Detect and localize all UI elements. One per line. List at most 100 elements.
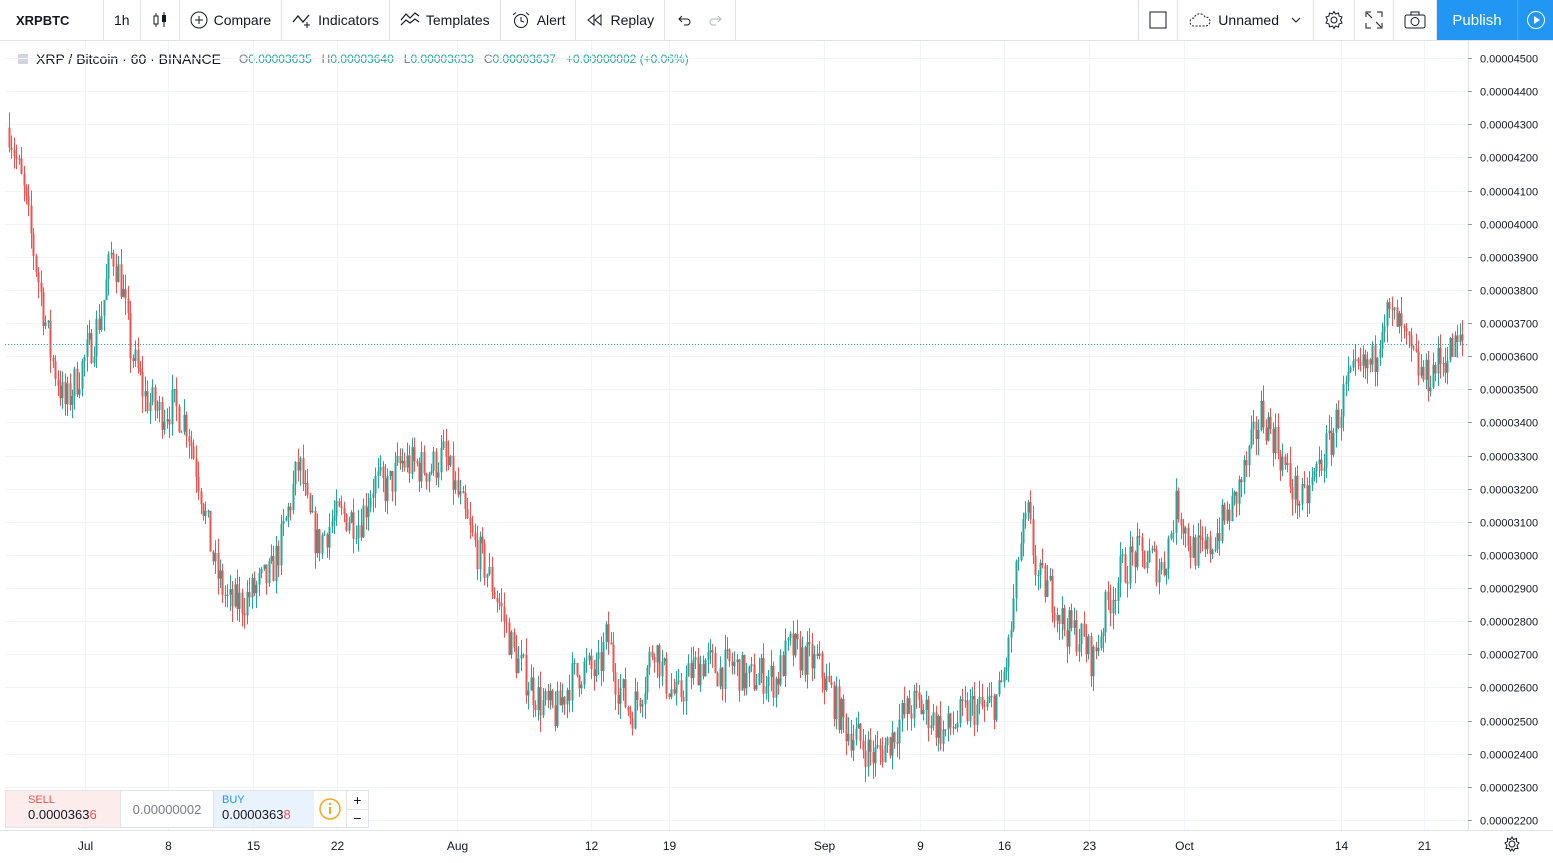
- candle-body: [1124, 554, 1127, 583]
- price-tick-label: 0.00003900: [1480, 253, 1538, 265]
- indicators-button[interactable]: Indicators: [282, 0, 390, 40]
- candles-icon: [153, 12, 166, 27]
- buy-button[interactable]: BUY 0.00003638: [214, 791, 314, 827]
- plus-button[interactable]: +: [353, 791, 362, 808]
- candle-body: [403, 460, 406, 468]
- candle-body: [1204, 540, 1207, 550]
- candle-body: [1410, 335, 1413, 347]
- candle-body: [64, 381, 67, 405]
- templates-button[interactable]: Templates: [390, 0, 501, 40]
- candle-body: [862, 740, 865, 751]
- candle-body: [709, 650, 712, 652]
- candle-body: [1112, 599, 1115, 614]
- candle-body: [634, 691, 637, 729]
- price-tick-label: 0.00004500: [1480, 54, 1538, 66]
- candle-body: [1160, 562, 1163, 570]
- candle-body: [944, 729, 947, 731]
- publish-button[interactable]: Publish: [1437, 0, 1517, 40]
- minus-button[interactable]: −: [347, 808, 368, 828]
- candle-body: [149, 402, 152, 412]
- candle-body: [345, 514, 348, 531]
- candle-body: [818, 653, 821, 656]
- alert-button[interactable]: Alert: [501, 0, 577, 40]
- candle-body: [971, 696, 974, 700]
- candle-body: [646, 667, 649, 693]
- candle-body: [1277, 427, 1280, 454]
- fullscreen-layout-button[interactable]: [1139, 0, 1179, 40]
- time-tick-label: Oct: [1175, 839, 1194, 853]
- axis-settings-gear-icon: [1504, 836, 1520, 852]
- undo-button[interactable]: [665, 0, 697, 40]
- play-button[interactable]: [1517, 0, 1553, 40]
- candle-body: [930, 725, 933, 729]
- candle-body: [1090, 636, 1093, 677]
- candle-body: [1359, 361, 1362, 366]
- last-price-line: 0.0000363752:56: [5, 336, 1552, 370]
- layout-name-button[interactable]: Unnamed: [1178, 0, 1314, 40]
- candle-body: [127, 298, 130, 313]
- candle-body: [103, 299, 106, 316]
- top-toolbar: XRPBTC 1h Compare Indicators Templates A…: [0, 0, 1553, 41]
- candle-body: [316, 529, 319, 554]
- fullscreen-button[interactable]: [1355, 0, 1394, 40]
- candle-body: [1393, 307, 1396, 310]
- candle-body: [532, 677, 535, 706]
- candle-body: [990, 695, 993, 697]
- candle-body: [171, 389, 174, 425]
- candle-body: [462, 491, 465, 494]
- time-tick-label: Sep: [814, 839, 836, 853]
- candle-body: [1432, 364, 1435, 388]
- candle-body: [1206, 536, 1209, 550]
- time-tick-label: 16: [998, 839, 1012, 853]
- candle-body: [937, 716, 940, 738]
- settings-button[interactable]: [1314, 0, 1355, 40]
- candle-body: [1408, 331, 1411, 336]
- candle-body: [124, 289, 127, 299]
- info-button[interactable]: [314, 791, 346, 827]
- candle-body: [333, 516, 336, 522]
- candle-body: [639, 699, 642, 707]
- candle-body: [942, 729, 945, 744]
- candle-body: [435, 451, 438, 478]
- candle-body: [510, 632, 513, 655]
- candle-body: [384, 477, 387, 501]
- replay-button[interactable]: Replay: [576, 0, 666, 40]
- candle-body: [563, 697, 566, 705]
- candle-body: [1388, 302, 1391, 310]
- compare-button[interactable]: Compare: [180, 0, 283, 40]
- candle-body: [1032, 519, 1035, 556]
- candle-body: [976, 704, 979, 726]
- rewind-icon: [587, 13, 602, 27]
- price-chart[interactable]: 0.0000363752:56 0.000045000.000044000.00…: [0, 41, 1553, 863]
- candle-body: [505, 621, 508, 623]
- candle-body: [166, 419, 169, 422]
- candle-body: [1371, 345, 1374, 365]
- candle-body: [457, 480, 460, 495]
- candle-body: [90, 332, 93, 363]
- candle-body: [1037, 575, 1040, 577]
- candle-body: [1451, 338, 1454, 358]
- candle-body: [794, 633, 797, 656]
- candle-body: [297, 461, 300, 471]
- chart-style-button[interactable]: [141, 0, 180, 40]
- candle-body: [348, 522, 351, 531]
- candle-body: [306, 483, 309, 496]
- symbol-search-button[interactable]: XRPBTC: [0, 0, 104, 40]
- snapshot-button[interactable]: [1394, 0, 1437, 40]
- candle-body: [304, 483, 307, 485]
- candle-body: [886, 737, 889, 746]
- sell-button[interactable]: SELL 0.00003636: [6, 791, 120, 827]
- candle-body: [258, 573, 261, 585]
- candle-body: [792, 633, 795, 656]
- candle-body: [500, 603, 503, 607]
- candle-body: [78, 388, 81, 395]
- interval-button[interactable]: 1h: [104, 0, 141, 40]
- candle-body: [287, 506, 290, 518]
- redo-button[interactable]: [697, 0, 737, 40]
- candle-body: [1223, 504, 1226, 521]
- candle-body: [1294, 475, 1297, 500]
- candle-body: [864, 750, 867, 767]
- candle-body: [338, 501, 341, 507]
- candle-body: [1257, 429, 1260, 440]
- candle-body: [277, 545, 280, 566]
